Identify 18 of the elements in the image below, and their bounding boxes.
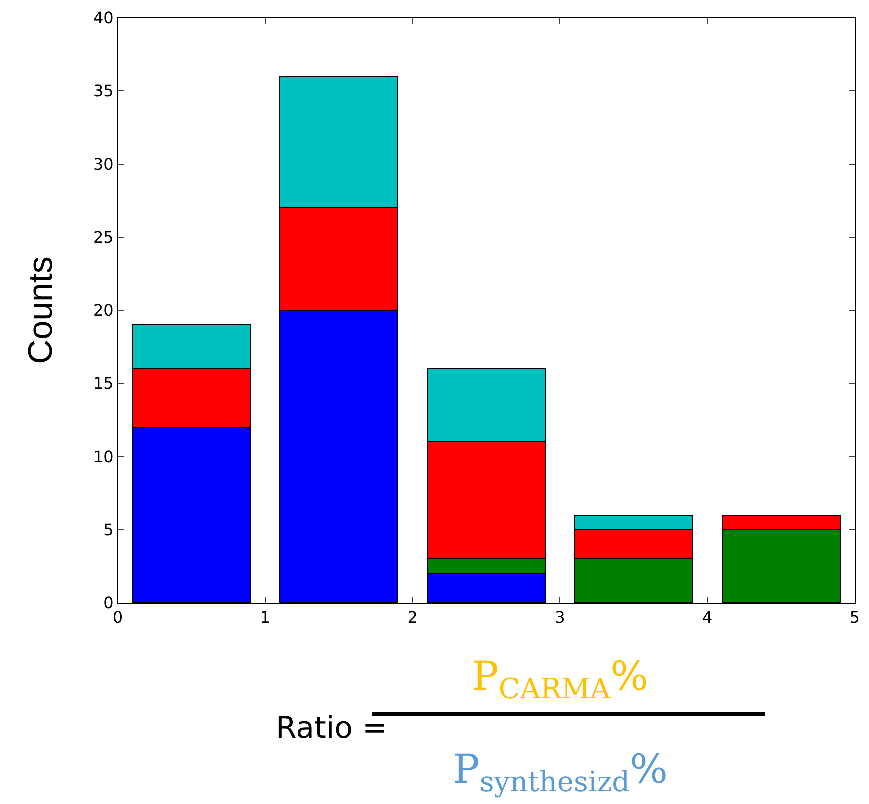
text: P$_{synthesizd}$% [453, 747, 668, 798]
y-tick-label: 10 [93, 447, 114, 466]
x-tick-label: 5 [850, 608, 860, 628]
x-tick-label: 3 [555, 608, 566, 628]
y-tick-label: 30 [93, 154, 114, 174]
y-tick-label: 20 [93, 301, 114, 320]
x-tick-label: 2 [408, 608, 418, 628]
y-tick-label: 0 [104, 594, 114, 613]
x-tick-label: 4 [702, 608, 713, 628]
y-tick-label: 35 [93, 82, 114, 101]
text: P$_{CARMA}$% [472, 654, 649, 706]
y-tick-label: 40 [93, 8, 114, 28]
y-tick-label: 15 [93, 374, 114, 394]
x-tick-label: 1 [260, 608, 270, 628]
y-tick-label: 25 [93, 228, 114, 247]
y-tick-label: 5 [104, 520, 114, 540]
text: Ratio = [276, 711, 388, 746]
y-axis-title: Counts [22, 256, 60, 364]
